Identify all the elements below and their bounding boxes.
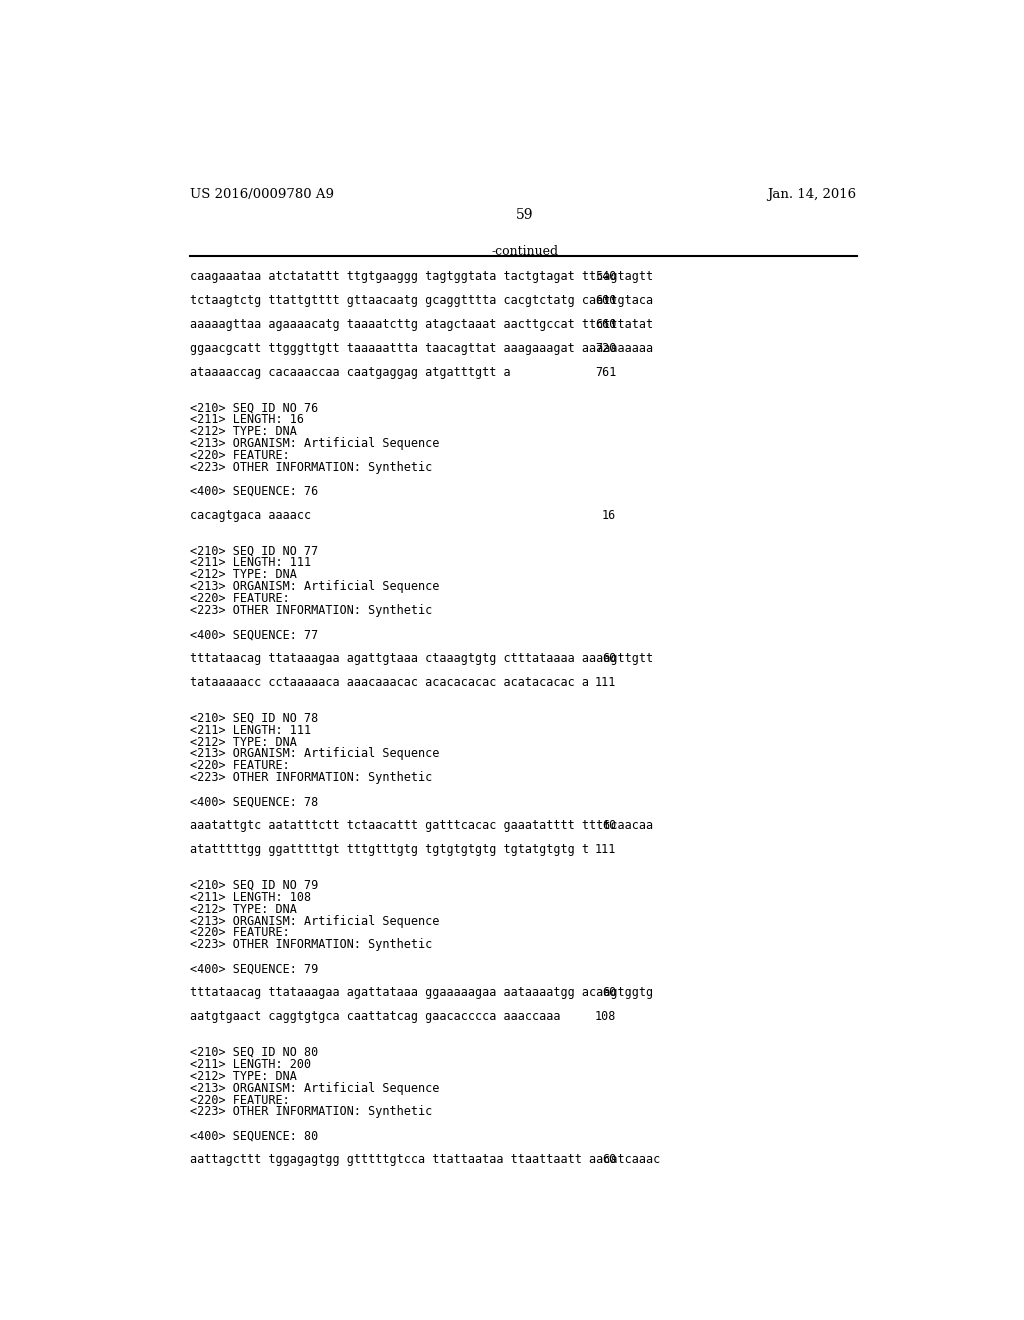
Text: 60: 60 — [602, 1154, 616, 1167]
Text: ataaaaccag cacaaaccaa caatgaggag atgatttgtt a: ataaaaccag cacaaaccaa caatgaggag atgattt… — [190, 366, 511, 379]
Text: tttataacag ttataaagaa agattgtaaa ctaaagtgtg ctttataaaa aaaagttgtt: tttataacag ttataaagaa agattgtaaa ctaaagt… — [190, 652, 653, 665]
Text: <211> LENGTH: 16: <211> LENGTH: 16 — [190, 413, 304, 426]
Text: <220> FEATURE:: <220> FEATURE: — [190, 1093, 290, 1106]
Text: 111: 111 — [595, 676, 616, 689]
Text: 761: 761 — [595, 366, 616, 379]
Text: <210> SEQ ID NO 79: <210> SEQ ID NO 79 — [190, 879, 318, 892]
Text: tctaagtctg ttattgtttt gttaacaatg gcaggtttta cacgtctatg caattgtaca: tctaagtctg ttattgtttt gttaacaatg gcaggtt… — [190, 294, 653, 308]
Text: <400> SEQUENCE: 80: <400> SEQUENCE: 80 — [190, 1130, 318, 1142]
Text: <212> TYPE: DNA: <212> TYPE: DNA — [190, 1069, 297, 1082]
Text: <213> ORGANISM: Artificial Sequence: <213> ORGANISM: Artificial Sequence — [190, 915, 439, 928]
Text: aatgtgaact caggtgtgca caattatcag gaacacccca aaaccaaa: aatgtgaact caggtgtgca caattatcag gaacacc… — [190, 1010, 560, 1023]
Text: <210> SEQ ID NO 78: <210> SEQ ID NO 78 — [190, 711, 318, 725]
Text: <223> OTHER INFORMATION: Synthetic: <223> OTHER INFORMATION: Synthetic — [190, 939, 432, 952]
Text: <210> SEQ ID NO 76: <210> SEQ ID NO 76 — [190, 401, 318, 414]
Text: <220> FEATURE:: <220> FEATURE: — [190, 759, 290, 772]
Text: atatttttgg ggatttttgt tttgtttgtg tgtgtgtgtg tgtatgtgtg t: atatttttgg ggatttttgt tttgtttgtg tgtgtgt… — [190, 843, 589, 855]
Text: <211> LENGTH: 200: <211> LENGTH: 200 — [190, 1057, 311, 1071]
Text: 600: 600 — [595, 294, 616, 308]
Text: <223> OTHER INFORMATION: Synthetic: <223> OTHER INFORMATION: Synthetic — [190, 1106, 432, 1118]
Text: <212> TYPE: DNA: <212> TYPE: DNA — [190, 735, 297, 748]
Text: 60: 60 — [602, 986, 616, 999]
Text: <213> ORGANISM: Artificial Sequence: <213> ORGANISM: Artificial Sequence — [190, 1081, 439, 1094]
Text: <213> ORGANISM: Artificial Sequence: <213> ORGANISM: Artificial Sequence — [190, 437, 439, 450]
Text: <223> OTHER INFORMATION: Synthetic: <223> OTHER INFORMATION: Synthetic — [190, 461, 432, 474]
Text: <211> LENGTH: 111: <211> LENGTH: 111 — [190, 723, 311, 737]
Text: 108: 108 — [595, 1010, 616, 1023]
Text: 60: 60 — [602, 652, 616, 665]
Text: aaaaagttaa agaaaacatg taaaatcttg atagctaaat aacttgccat ttctttatat: aaaaagttaa agaaaacatg taaaatcttg atagcta… — [190, 318, 653, 331]
Text: US 2016/0009780 A9: US 2016/0009780 A9 — [190, 187, 334, 201]
Text: <220> FEATURE:: <220> FEATURE: — [190, 927, 290, 940]
Text: <213> ORGANISM: Artificial Sequence: <213> ORGANISM: Artificial Sequence — [190, 747, 439, 760]
Text: aaatattgtc aatatttctt tctaacattt gatttcacac gaaatatttt ttttcaacaa: aaatattgtc aatatttctt tctaacattt gatttca… — [190, 818, 653, 832]
Text: <220> FEATURE:: <220> FEATURE: — [190, 449, 290, 462]
Text: <210> SEQ ID NO 80: <210> SEQ ID NO 80 — [190, 1045, 318, 1059]
Text: <400> SEQUENCE: 76: <400> SEQUENCE: 76 — [190, 484, 318, 498]
Text: 720: 720 — [595, 342, 616, 355]
Text: ggaacgcatt ttgggttgtt taaaaattta taacagttat aaagaaagat aaaaaaaaaa: ggaacgcatt ttgggttgtt taaaaattta taacagt… — [190, 342, 653, 355]
Text: <400> SEQUENCE: 77: <400> SEQUENCE: 77 — [190, 628, 318, 642]
Text: 60: 60 — [602, 818, 616, 832]
Text: <400> SEQUENCE: 79: <400> SEQUENCE: 79 — [190, 962, 318, 975]
Text: cacagtgaca aaaacc: cacagtgaca aaaacc — [190, 508, 311, 521]
Text: 111: 111 — [595, 843, 616, 855]
Text: <400> SEQUENCE: 78: <400> SEQUENCE: 78 — [190, 795, 318, 808]
Text: Jan. 14, 2016: Jan. 14, 2016 — [767, 187, 856, 201]
Text: 660: 660 — [595, 318, 616, 331]
Text: <210> SEQ ID NO 77: <210> SEQ ID NO 77 — [190, 545, 318, 557]
Text: <223> OTHER INFORMATION: Synthetic: <223> OTHER INFORMATION: Synthetic — [190, 771, 432, 784]
Text: <211> LENGTH: 108: <211> LENGTH: 108 — [190, 891, 311, 904]
Text: <211> LENGTH: 111: <211> LENGTH: 111 — [190, 557, 311, 569]
Text: aattagcttt tggagagtgg gtttttgtcca ttattaataa ttaattaatt aacatcaaac: aattagcttt tggagagtgg gtttttgtcca ttatta… — [190, 1154, 660, 1167]
Text: <220> FEATURE:: <220> FEATURE: — [190, 593, 290, 606]
Text: 540: 540 — [595, 271, 616, 282]
Text: 59: 59 — [516, 209, 534, 223]
Text: tttataacag ttataaagaa agattataaa ggaaaaagaa aataaaatgg acaagtggtg: tttataacag ttataaagaa agattataaa ggaaaaa… — [190, 986, 653, 999]
Text: <223> OTHER INFORMATION: Synthetic: <223> OTHER INFORMATION: Synthetic — [190, 605, 432, 618]
Text: <212> TYPE: DNA: <212> TYPE: DNA — [190, 425, 297, 438]
Text: <212> TYPE: DNA: <212> TYPE: DNA — [190, 569, 297, 581]
Text: <213> ORGANISM: Artificial Sequence: <213> ORGANISM: Artificial Sequence — [190, 581, 439, 594]
Text: tataaaaacc cctaaaaaca aaacaaacac acacacacac acatacacac a: tataaaaacc cctaaaaaca aaacaaacac acacaca… — [190, 676, 589, 689]
Text: <212> TYPE: DNA: <212> TYPE: DNA — [190, 903, 297, 916]
Text: -continued: -continued — [492, 244, 558, 257]
Text: 16: 16 — [602, 508, 616, 521]
Text: caagaaataa atctatattt ttgtgaaggg tagtggtata tactgtagat ttcagtagtt: caagaaataa atctatattt ttgtgaaggg tagtggt… — [190, 271, 653, 282]
